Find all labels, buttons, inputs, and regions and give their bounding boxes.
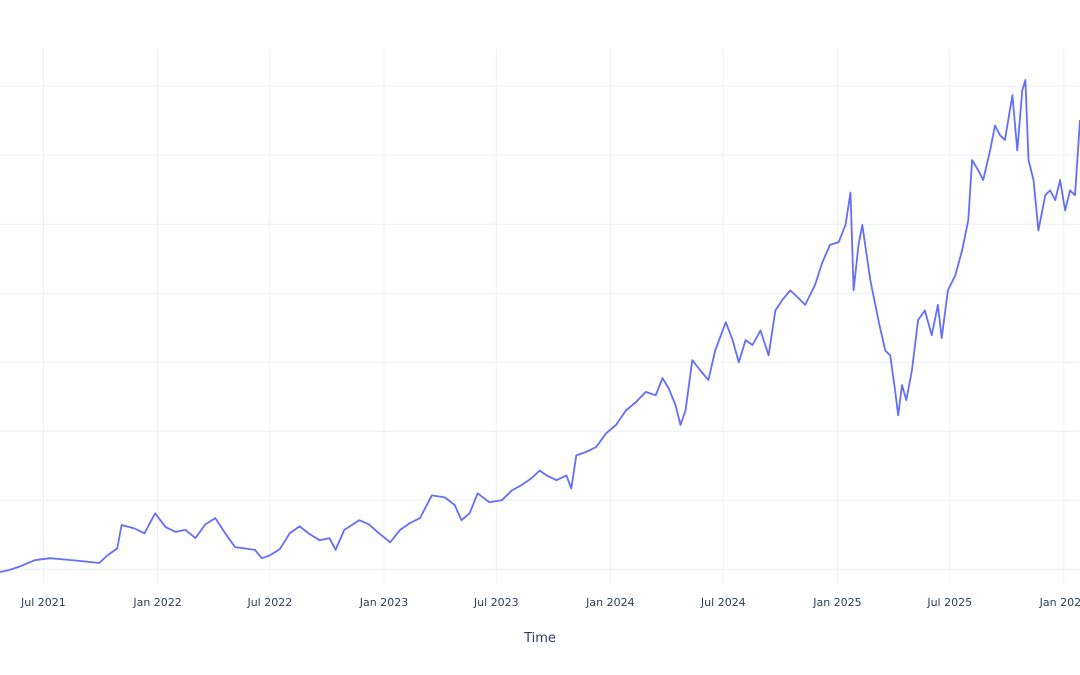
x-axis-ticks: Jul 2021 Jan 2022 Jul 2022 Jan 2023 Jul 2023…	[20, 596, 1080, 609]
x-tick-label: Jan 2023	[359, 596, 408, 609]
x-tick-label: Jan 2025	[812, 596, 861, 609]
series-layer	[0, 79, 1080, 573]
x-tick-label: Jan 2022	[132, 596, 181, 609]
gridlines	[0, 48, 1080, 583]
x-tick-label: Jan 2024	[585, 596, 634, 609]
x-tick-label: Jul 2021	[20, 596, 66, 609]
x-tick-label: Jul 2022	[246, 596, 292, 609]
x-tick-label: Jul 2025	[926, 596, 972, 609]
x-axis-title: Time	[523, 631, 556, 646]
x-tick-label: Jul 2024	[700, 596, 746, 609]
x-tick-label: Jul 2023	[473, 596, 519, 609]
series-line	[0, 79, 1080, 573]
x-tick-label: Jan 2026	[1039, 596, 1080, 609]
